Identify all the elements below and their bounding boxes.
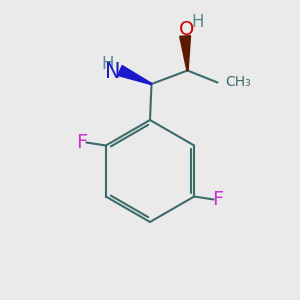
Polygon shape <box>180 36 190 70</box>
Text: O: O <box>179 20 194 39</box>
Text: F: F <box>76 133 88 152</box>
Text: F: F <box>212 190 224 209</box>
Text: H: H <box>101 55 114 73</box>
Text: H: H <box>191 13 204 31</box>
Text: CH₃: CH₃ <box>225 76 251 89</box>
Text: N: N <box>105 62 120 82</box>
Polygon shape <box>118 65 152 85</box>
